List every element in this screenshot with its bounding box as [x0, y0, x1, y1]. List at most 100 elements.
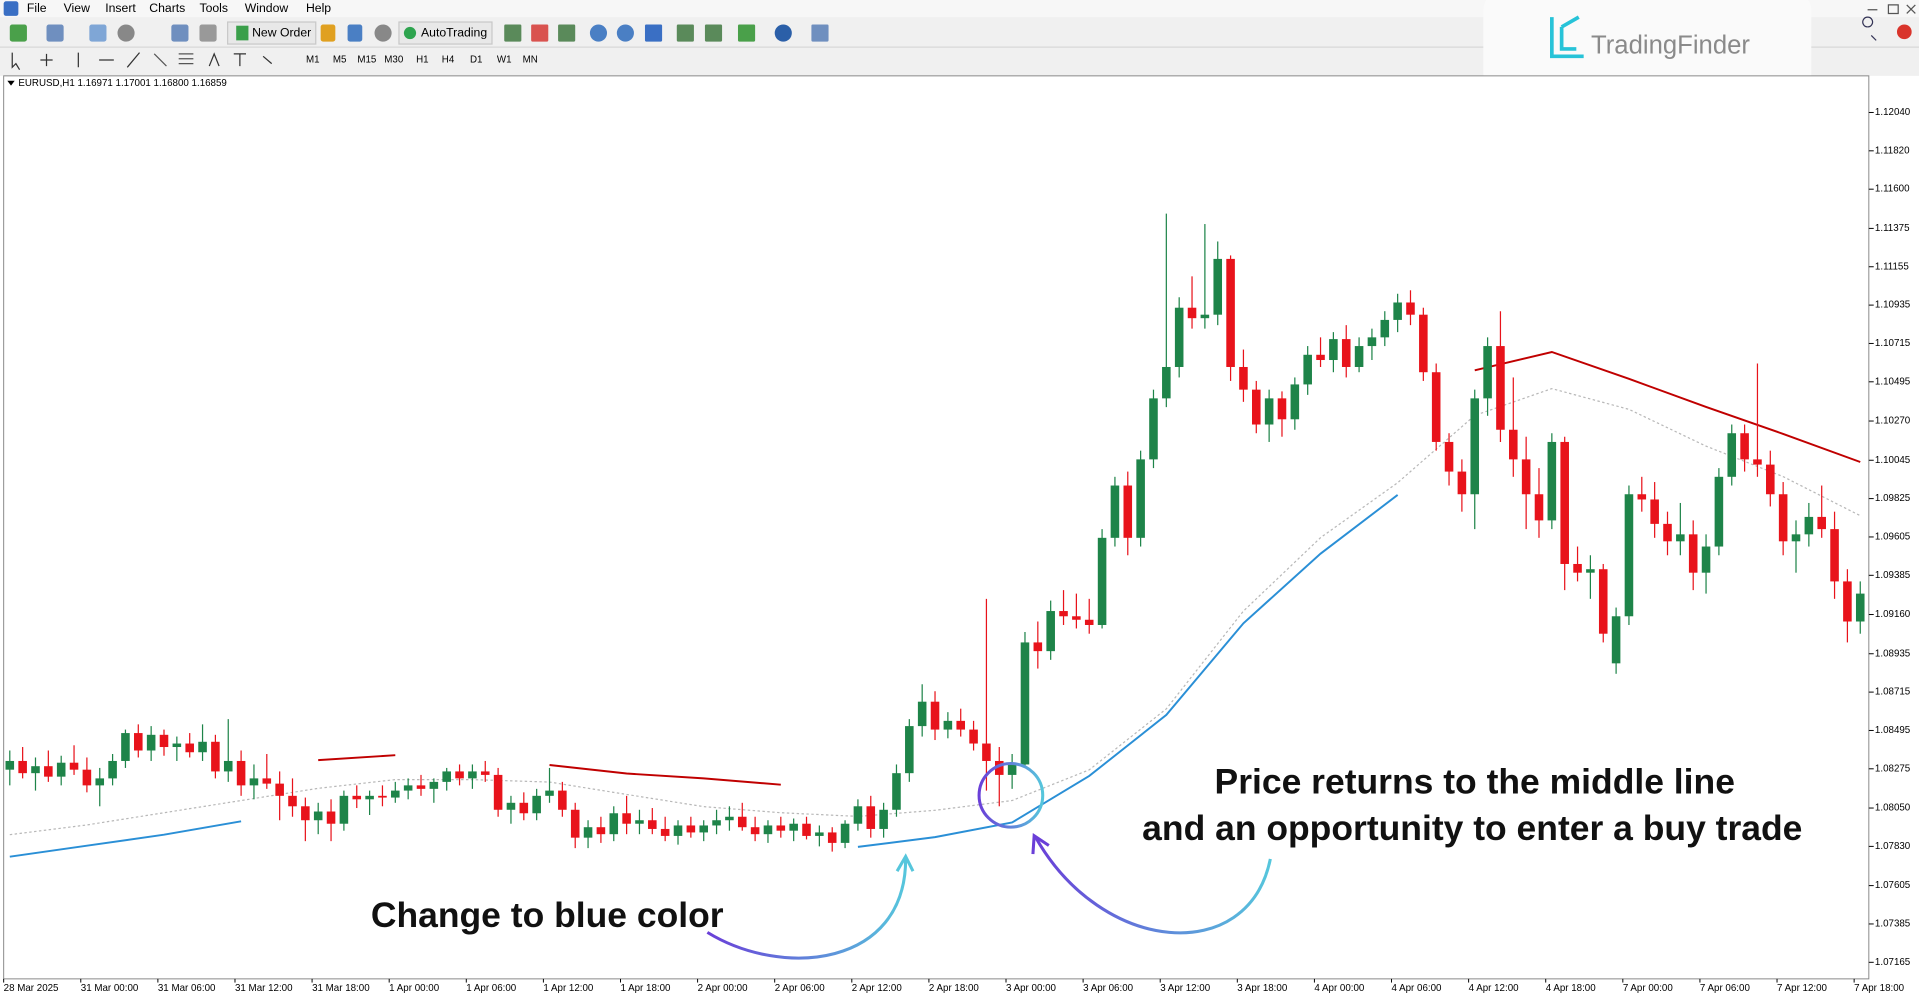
- timeframe-button[interactable]: M30: [384, 55, 404, 66]
- timeframe-button[interactable]: H1: [416, 55, 428, 66]
- icon[interactable]: [558, 24, 576, 42]
- candle-body: [712, 820, 721, 826]
- candle-body: [429, 781, 439, 789]
- icon[interactable]: [89, 24, 107, 42]
- icon[interactable]: [616, 24, 634, 42]
- chart-area: [3, 75, 1870, 980]
- candle-body: [5, 760, 15, 770]
- icon[interactable]: [171, 24, 189, 42]
- autotrading-label[interactable]: AutoTrading: [421, 25, 487, 39]
- icon[interactable]: [9, 24, 27, 42]
- y-tick-label: 1.12040: [1875, 107, 1911, 118]
- candle-body: [1586, 569, 1595, 573]
- candle-body: [416, 785, 426, 789]
- icon[interactable]: [504, 24, 522, 42]
- candle-body: [288, 795, 297, 807]
- candle-body: [1226, 258, 1235, 367]
- menu-item[interactable]: View: [64, 1, 90, 15]
- x-tick-label: 7 Apr 12:00: [1777, 983, 1828, 994]
- autotrading-button[interactable]: [398, 21, 493, 45]
- icon[interactable]: [676, 24, 694, 42]
- candle-body: [1341, 339, 1351, 367]
- candle-body: [185, 743, 194, 753]
- search-icon[interactable]: [1862, 16, 1877, 41]
- y-tick-label: 1.11600: [1875, 184, 1910, 195]
- menu-item[interactable]: Insert: [105, 1, 136, 15]
- candle-body: [1766, 464, 1775, 495]
- menu-item[interactable]: Window: [245, 1, 289, 15]
- candle-body: [1624, 494, 1634, 617]
- icon[interactable]: [374, 24, 392, 42]
- timeframe-button[interactable]: M5: [333, 55, 347, 66]
- indicator-line: [9, 387, 1861, 836]
- icon[interactable]: [704, 24, 723, 42]
- candle-body: [378, 795, 387, 798]
- menu-item[interactable]: Tools: [199, 1, 228, 15]
- x-tick-label: 3 Apr 12:00: [1160, 983, 1211, 994]
- candle-body: [506, 802, 516, 810]
- x-tick-label: 2 Apr 18:00: [929, 983, 980, 994]
- candle-body: [1714, 476, 1724, 547]
- candle-body: [583, 827, 593, 838]
- new-order-label[interactable]: New Order: [252, 25, 311, 39]
- crosshair-tool[interactable]: [40, 53, 53, 67]
- candle-body: [455, 771, 464, 779]
- candle-body: [44, 766, 53, 777]
- candle-body: [1688, 534, 1698, 573]
- timeframe-button[interactable]: M15: [357, 55, 377, 66]
- logo-icon: [1550, 15, 1584, 59]
- candle-body: [622, 813, 631, 824]
- line-tools[interactable]: [77, 52, 140, 68]
- candle-body: [930, 701, 940, 730]
- candle-body: [1033, 642, 1043, 652]
- icon[interactable]: [320, 24, 336, 42]
- candle-body: [236, 760, 246, 786]
- icon[interactable]: [531, 24, 549, 42]
- icon[interactable]: [737, 24, 756, 42]
- candle-body: [198, 741, 207, 753]
- window-buttons[interactable]: [1867, 4, 1916, 15]
- chart-menu-arrow[interactable]: [7, 80, 15, 86]
- new-order-button[interactable]: [227, 21, 317, 45]
- y-tick-label: 1.09605: [1875, 532, 1911, 543]
- indicator-line: [857, 494, 1399, 848]
- timeframe-button[interactable]: W1: [497, 55, 512, 66]
- candle-body: [1573, 563, 1582, 573]
- icon[interactable]: [46, 24, 64, 42]
- chart-title: EURUSD,H1 1.16971 1.17001 1.16800 1.1685…: [18, 78, 227, 89]
- candle-body: [1380, 319, 1390, 338]
- app-icon: [3, 1, 19, 16]
- icon[interactable]: [774, 24, 792, 42]
- candle-body: [134, 733, 143, 751]
- candle-body: [1162, 366, 1171, 399]
- icon[interactable]: [811, 24, 829, 42]
- candle-body: [699, 825, 708, 833]
- icon[interactable]: [589, 24, 608, 42]
- menu-item[interactable]: Help: [306, 1, 331, 15]
- notification-icon[interactable]: [1896, 24, 1912, 40]
- icon[interactable]: [117, 24, 135, 42]
- menu-item[interactable]: File: [27, 1, 47, 15]
- y-tick-label: 1.11820: [1875, 145, 1910, 156]
- icon: [236, 25, 249, 41]
- timeframe-button[interactable]: D1: [470, 55, 482, 66]
- timeframe-button[interactable]: M1: [306, 55, 320, 66]
- candle-body: [18, 760, 27, 774]
- drawing-tools[interactable]: [153, 53, 194, 67]
- candle-body: [994, 760, 1004, 775]
- cursor-tool[interactable]: [11, 52, 21, 71]
- candle-body: [879, 809, 888, 829]
- icon[interactable]: [199, 24, 217, 42]
- arrow-curve: [1034, 836, 1272, 935]
- candle-body: [301, 806, 310, 821]
- candle-body: [1676, 534, 1685, 542]
- menu-item[interactable]: Charts: [149, 1, 185, 15]
- x-tick-label: 1 Apr 00:00: [389, 983, 440, 994]
- icon[interactable]: [347, 24, 363, 42]
- icon[interactable]: [644, 24, 663, 42]
- timeframe-button[interactable]: MN: [523, 55, 538, 66]
- text-tools[interactable]: [208, 52, 273, 67]
- timeframe-button[interactable]: H4: [442, 55, 455, 66]
- candle-body: [1020, 642, 1030, 765]
